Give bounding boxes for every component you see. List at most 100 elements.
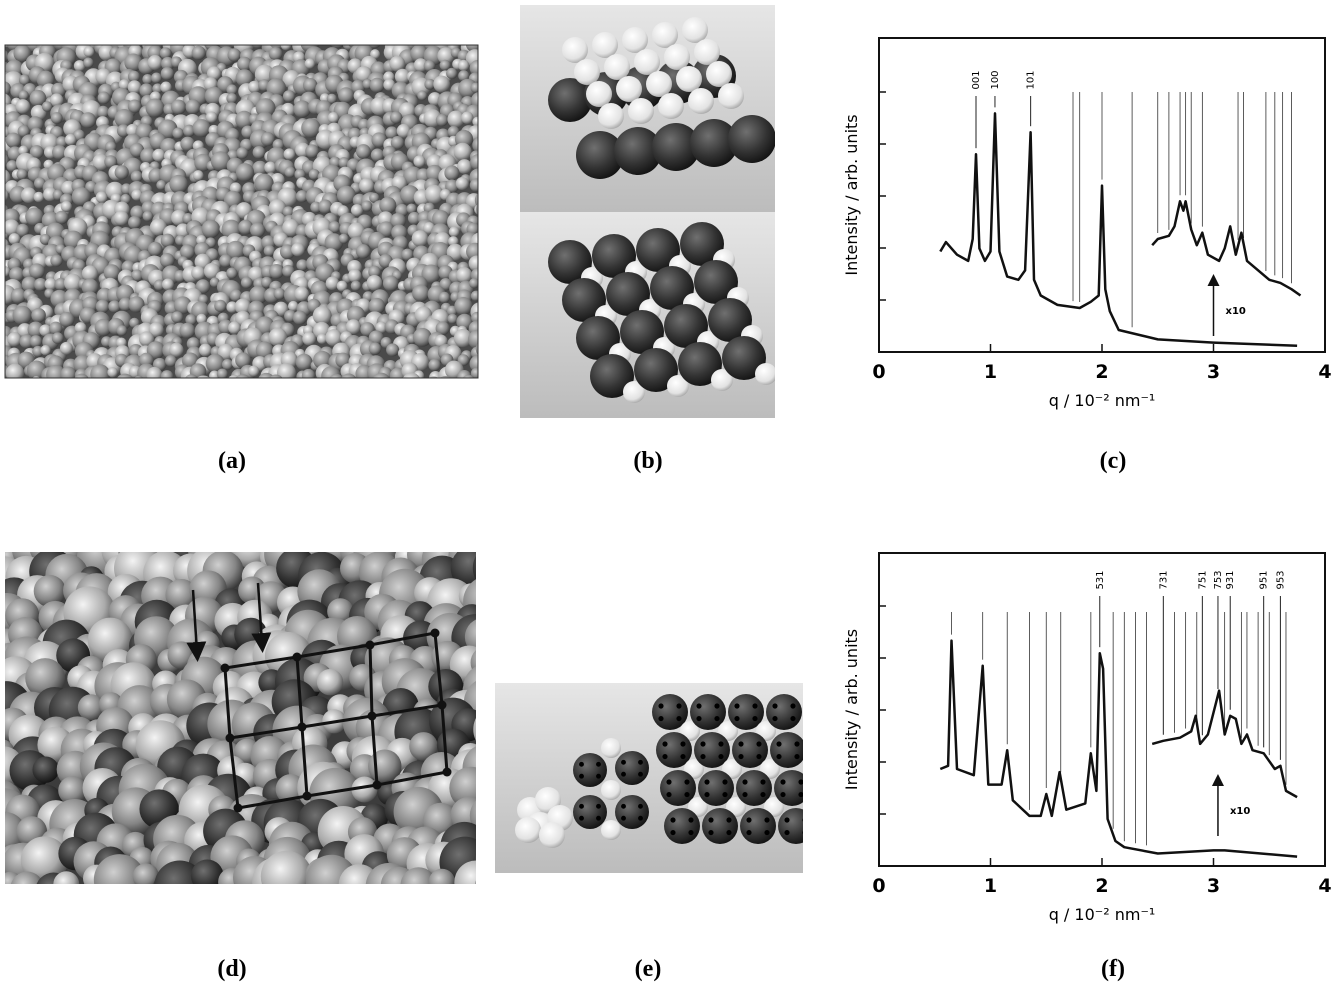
sphere: [6, 364, 24, 382]
panel-label: (f): [1101, 956, 1125, 982]
hole: [676, 716, 681, 721]
sphere: [226, 93, 237, 104]
reflection-label: 731: [1158, 570, 1169, 589]
sphere: [439, 292, 450, 303]
hole: [579, 804, 584, 809]
hole: [596, 804, 601, 809]
sphere: [479, 280, 491, 292]
hole: [784, 830, 789, 835]
light-sphere: [604, 54, 630, 80]
hole: [700, 741, 705, 746]
annotation: x10: [1226, 306, 1246, 317]
sphere: [161, 67, 174, 80]
sphere: [205, 378, 217, 390]
sphere: [433, 76, 450, 93]
hole: [680, 754, 685, 759]
sphere: [284, 148, 296, 160]
hole: [752, 703, 757, 708]
sphere: [390, 111, 402, 123]
sphere: [449, 227, 460, 238]
hole: [726, 830, 731, 835]
sphere: [133, 376, 144, 387]
reflection-label: 100: [990, 70, 1001, 89]
sphere: [483, 35, 501, 53]
lattice-node: [234, 804, 243, 813]
sphere: [382, 379, 401, 398]
sphere: [386, 343, 399, 356]
photo-d: [0, 520, 524, 911]
sphere: [248, 366, 259, 377]
sphere: [96, 380, 113, 397]
hole: [680, 741, 685, 746]
sphere: [111, 380, 124, 393]
hole: [638, 816, 643, 821]
x-axis-label: q / 10⁻² nm⁻¹: [1049, 391, 1156, 410]
sphere: [226, 268, 237, 279]
lattice-node: [438, 701, 447, 710]
sphere: [154, 381, 165, 392]
light-sphere: [598, 103, 624, 129]
hole: [704, 779, 709, 784]
sphere: [458, 60, 469, 71]
sphere: [480, 289, 496, 305]
sphere: [481, 82, 496, 97]
sphere: [269, 47, 283, 61]
sphere: [447, 314, 457, 324]
holed-sphere: [615, 751, 649, 785]
panel-label: (e): [635, 956, 662, 982]
sphere: [480, 146, 491, 157]
light-sphere: [646, 71, 672, 97]
sphere: [65, 134, 76, 145]
hole: [708, 830, 713, 835]
lattice-node: [293, 653, 302, 662]
sphere: [372, 373, 390, 391]
sphere: [483, 60, 498, 75]
hole: [794, 754, 799, 759]
sphere: [108, 300, 120, 312]
sphere: [367, 275, 383, 291]
hole: [798, 779, 803, 784]
lattice-node: [298, 723, 307, 732]
hole: [734, 703, 739, 708]
sphere: [481, 103, 499, 121]
sphere: [250, 223, 265, 238]
sphere: [261, 851, 312, 902]
sphere: [83, 377, 95, 389]
hole: [688, 830, 693, 835]
sphere: [479, 49, 496, 66]
holed-sphere: [664, 808, 700, 844]
hole: [596, 816, 601, 821]
sphere: [74, 374, 90, 390]
sphere: [478, 533, 514, 569]
sphere: [191, 266, 205, 280]
sphere: [16, 99, 31, 114]
hole: [776, 754, 781, 759]
lattice-node: [366, 641, 375, 650]
hole: [621, 772, 626, 777]
hole: [742, 779, 747, 784]
light-sphere: [682, 17, 708, 43]
photo-b-part: [520, 212, 777, 418]
photo-a: [0, 31, 501, 397]
sphere: [133, 863, 159, 889]
light-sphere: [688, 88, 714, 114]
sphere: [443, 379, 460, 396]
light-sphere: [628, 98, 654, 124]
sphere: [128, 216, 141, 229]
sphere: [50, 377, 63, 390]
sphere: [402, 373, 421, 392]
sphere: [141, 379, 158, 396]
sphere: [98, 92, 111, 105]
hole: [752, 716, 757, 721]
sphere: [116, 325, 127, 336]
hole: [688, 817, 693, 822]
hole: [756, 741, 761, 746]
reflection-label: 951: [1259, 570, 1270, 589]
sphere: [83, 46, 94, 57]
hole: [718, 741, 723, 746]
hole: [658, 703, 663, 708]
sphere: [478, 269, 496, 287]
light-sphere: [664, 44, 690, 70]
sphere: [80, 112, 96, 128]
sphere: [90, 364, 110, 384]
